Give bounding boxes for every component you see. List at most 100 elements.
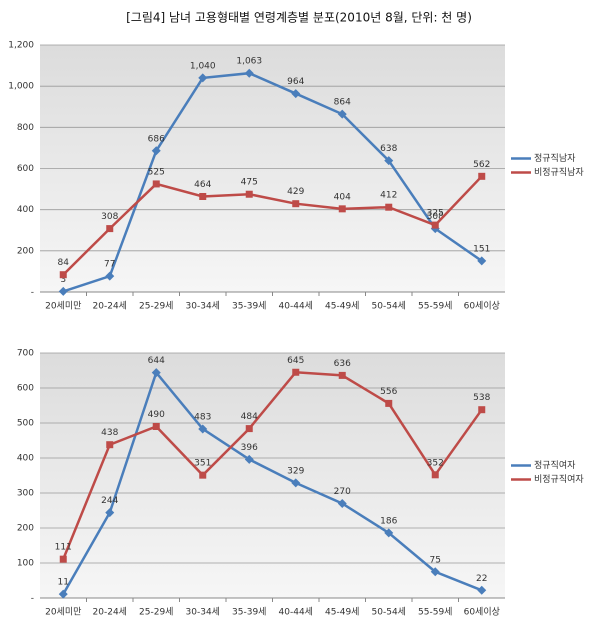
data-label: 464 [194, 180, 211, 190]
x-tick-label: 60세이상 [464, 301, 500, 312]
y-tick-label: 500 [17, 419, 34, 429]
data-label: 84 [58, 258, 70, 268]
legend-label: 정규직여자 [534, 459, 576, 471]
data-label: 525 [148, 167, 165, 177]
x-tick-label: 50-54세 [372, 607, 406, 618]
data-label: 270 [334, 487, 351, 497]
marker [106, 441, 114, 449]
marker [477, 585, 487, 595]
x-tick-label: 45-49세 [325, 607, 359, 618]
legend-label: 정규직남자 [534, 153, 576, 164]
marker [291, 89, 301, 99]
marker [338, 371, 346, 379]
x-tick-label: 30-34세 [186, 301, 220, 312]
x-tick-label: 40-44세 [279, 301, 313, 312]
marker [337, 109, 347, 119]
marker [244, 454, 254, 464]
x-tick-label: 20세미만 [45, 301, 81, 312]
y-tick-label: 400 [17, 205, 34, 215]
y-tick-label: 600 [17, 384, 34, 394]
x-tick-label: 35-39세 [232, 607, 266, 618]
data-label: 864 [334, 98, 351, 108]
data-label: 484 [241, 412, 258, 422]
marker [106, 225, 114, 233]
data-label: 1,040 [190, 61, 216, 71]
data-label: 429 [287, 187, 304, 197]
marker [244, 68, 254, 78]
x-tick-label: 20-24세 [93, 301, 127, 312]
data-label: 396 [241, 443, 258, 453]
data-label: 404 [334, 192, 351, 202]
legend-label: 비정규직여자 [534, 473, 584, 485]
data-label: 636 [334, 359, 351, 369]
series-line [62, 370, 483, 560]
data-label: 483 [194, 412, 211, 422]
data-label: 351 [194, 459, 211, 469]
marker [385, 399, 393, 407]
marker [431, 471, 439, 479]
y-tick-label: - [31, 594, 34, 604]
data-label: 151 [473, 244, 490, 254]
marker [198, 424, 208, 434]
y-tick-label: 300 [17, 489, 34, 499]
marker [199, 192, 207, 200]
y-tick-label: 600 [17, 164, 34, 174]
data-label: 329 [287, 466, 304, 476]
marker [58, 589, 68, 599]
marker [152, 180, 160, 188]
legend-label: 비정규직남자 [534, 167, 584, 178]
marker [151, 146, 161, 156]
y-tick-label: 200 [17, 246, 34, 256]
marker [245, 425, 253, 433]
data-label: 562 [473, 160, 490, 170]
marker [431, 221, 439, 229]
marker [337, 499, 347, 508]
marker [151, 368, 161, 378]
x-tick-label: 50-54세 [372, 301, 406, 312]
data-label: 556 [380, 387, 397, 397]
marker [245, 190, 253, 198]
x-tick-label: 35-39세 [232, 301, 266, 312]
marker [478, 406, 486, 414]
data-label: 77 [104, 260, 115, 270]
data-label: 244 [101, 496, 118, 506]
marker [384, 156, 394, 166]
x-tick-label: 20세미만 [45, 607, 81, 618]
data-label: 3 [60, 275, 66, 285]
x-tick-label: 25-29세 [139, 301, 173, 312]
series-line [62, 175, 483, 276]
data-label: 186 [380, 516, 397, 526]
marker [105, 508, 115, 518]
data-label: 538 [473, 393, 490, 403]
marker [291, 478, 301, 488]
x-tick-label: 55-59세 [418, 301, 452, 312]
marker [338, 205, 346, 213]
marker [385, 203, 393, 211]
marker [105, 271, 115, 281]
data-label: 644 [148, 356, 165, 366]
marker [478, 172, 486, 180]
x-tick-label: 60세이상 [464, 607, 500, 618]
data-label: 490 [148, 410, 165, 420]
y-tick-label: 700 [17, 349, 34, 359]
marker [292, 368, 300, 376]
data-label: 412 [380, 191, 397, 201]
data-label: 645 [287, 356, 304, 366]
data-label: 11 [58, 578, 69, 588]
marker [199, 471, 207, 479]
x-tick-label: 20-24세 [93, 607, 127, 618]
y-tick-label: 100 [17, 559, 34, 569]
y-tick-label: 400 [17, 454, 34, 464]
y-tick-label: 1,000 [8, 82, 34, 92]
x-tick-label: 40-44세 [279, 607, 313, 618]
marker [198, 73, 208, 83]
data-label: 964 [287, 77, 304, 87]
data-label: 75 [430, 555, 441, 565]
x-tick-label: 55-59세 [418, 607, 452, 618]
data-label: 325 [427, 209, 444, 219]
x-tick-label: 25-29세 [139, 607, 173, 618]
marker [477, 256, 487, 266]
x-tick-label: 30-34세 [186, 607, 220, 618]
data-label: 1,063 [236, 57, 262, 67]
